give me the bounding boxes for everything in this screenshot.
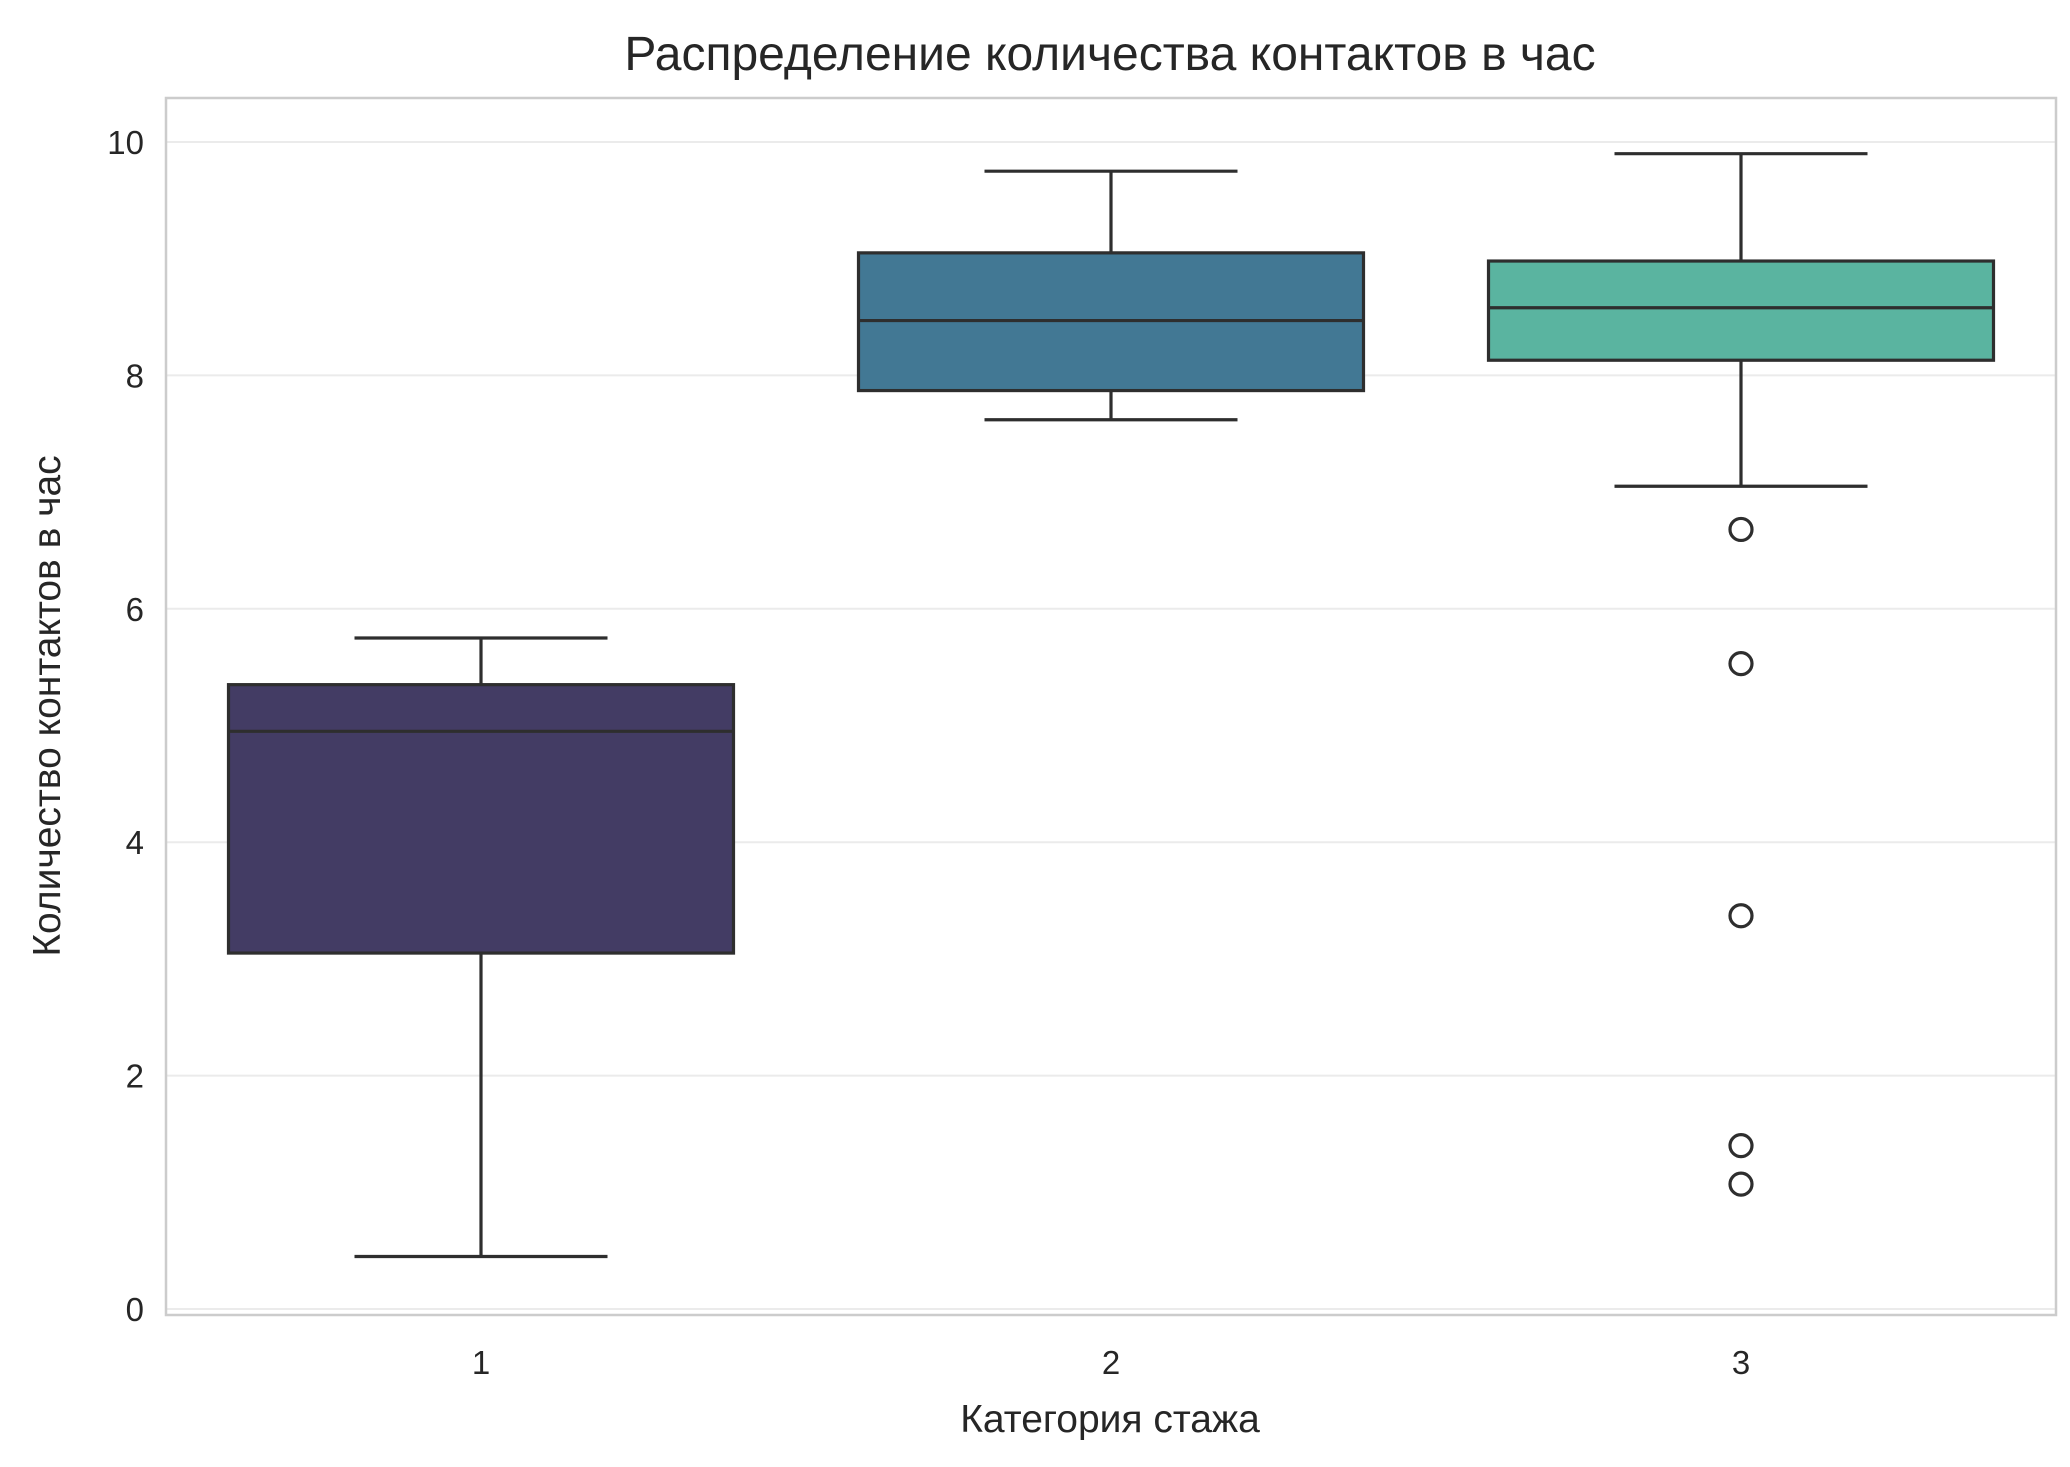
x-tick-label-3: 3 <box>1732 1344 1750 1381</box>
box-group-3 <box>1486 152 1996 1197</box>
box-group-2 <box>856 169 1366 422</box>
y-tick-label-8: 8 <box>126 357 144 394</box>
outlier-point-3-0 <box>1728 516 1754 543</box>
y-tick-label-6: 6 <box>126 591 144 628</box>
x-tick-label-2: 2 <box>1102 1344 1120 1381</box>
y-tick-label-0: 0 <box>126 1291 144 1328</box>
box-group-1 <box>226 636 736 1259</box>
y-axis-ticks: 0 2 4 6 8 10 <box>107 124 144 1328</box>
outlier-point-3-4 <box>1728 1171 1754 1197</box>
box-layer <box>226 152 1996 1259</box>
outlier-point-3-3 <box>1728 1133 1754 1159</box>
x-axis-label: Категория стажа <box>960 1398 1260 1441</box>
chart-title: Распределение количества контактов в час <box>624 28 1595 81</box>
x-tick-label-1: 1 <box>472 1344 490 1381</box>
plot-frame <box>164 96 2058 1317</box>
y-tick-label-4: 4 <box>126 824 144 861</box>
y-tick-label-10: 10 <box>107 124 144 161</box>
outlier-point-3-2 <box>1728 903 1754 929</box>
box-body-3 <box>1486 259 1996 362</box>
outlier-point-3-1 <box>1728 651 1754 677</box>
box-body-1 <box>226 683 736 955</box>
x-axis-ticks: 1 2 3 <box>472 1344 1750 1381</box>
y-tick-label-2: 2 <box>126 1058 144 1095</box>
y-axis-label: Количество контактов в час <box>26 455 69 956</box>
